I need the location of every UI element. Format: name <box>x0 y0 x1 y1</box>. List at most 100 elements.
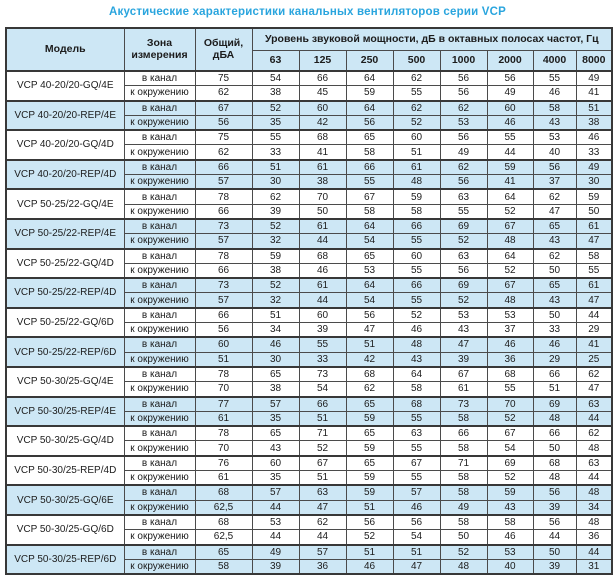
table-row-in-duct: VCP 50-25/22-REP/6D в канал 60 46 55 51 48 47 46… <box>5 336 613 368</box>
total-dba-cell: 75 <box>194 70 253 87</box>
band-cell: 56 <box>439 70 488 87</box>
band-cell: 30 <box>251 174 300 190</box>
band-cell: 38 <box>251 262 300 279</box>
band-cell: 53 <box>439 306 488 324</box>
band-cell: 42 <box>345 351 394 368</box>
band-cell: 61 <box>392 158 441 176</box>
total-dba-cell: 56 <box>194 322 253 338</box>
column-header-zone: Зона измерения <box>123 27 196 72</box>
band-cell: 69 <box>439 277 488 294</box>
band-cell: 40 <box>486 558 534 575</box>
band-cell: 46 <box>532 85 577 102</box>
zone-cell: в канал <box>123 336 196 353</box>
table-row-in-duct: VCP 50-25/22-REP/4D в канал 73 52 61 64 66 69 67… <box>5 277 613 309</box>
band-cell: 34 <box>575 499 613 516</box>
band-cell: 29 <box>532 351 577 368</box>
zone-cell: в канал <box>123 543 196 560</box>
band-cell: 43 <box>251 440 300 457</box>
total-dba-cell: 62 <box>194 144 253 161</box>
band-cell: 56 <box>345 513 394 531</box>
band-cell: 63 <box>298 484 347 501</box>
band-cell: 58 <box>439 470 488 486</box>
band-cell: 70 <box>486 395 534 412</box>
zone-cell: в канал <box>123 217 196 235</box>
band-cell: 56 <box>439 129 488 146</box>
band-cell: 62 <box>532 188 577 205</box>
band-cell: 47 <box>575 292 613 309</box>
table-row-in-duct: VCP 40-20/20-REP/4D в канал 66 51 61 66 61 62 59… <box>5 158 613 190</box>
band-cell: 60 <box>392 247 441 264</box>
band-cell: 44 <box>298 233 347 250</box>
band-cell: 53 <box>439 114 488 131</box>
table-row-to-surroundings: к окружению 57 32 44 54 55 52 48 43 47 <box>6 233 613 250</box>
band-cell: 50 <box>532 440 577 457</box>
band-cell: 61 <box>575 277 613 294</box>
band-cell: 39 <box>532 558 577 575</box>
band-cell: 67 <box>486 277 534 294</box>
table-header: Модель Зона измерения Общий, дБА Уровень… <box>5 27 613 72</box>
band-cell: 46 <box>392 322 441 338</box>
table-body: VCP 40-20/20-GQ/4E в канал 75 54 66 64 62 56 56 5… <box>5 70 613 575</box>
band-cell: 40 <box>532 144 577 161</box>
band-cell: 62 <box>575 425 613 442</box>
band-cell: 65 <box>345 395 394 412</box>
band-cell: 66 <box>392 277 441 294</box>
total-dba-cell: 57 <box>194 233 253 250</box>
table-row-in-duct: VCP 50-30/25-REP/4E в канал 77 57 66 65 68 73 70… <box>5 395 613 427</box>
total-dba-cell: 57 <box>194 174 253 190</box>
zone-cell: к окружению <box>123 144 196 161</box>
column-header-250hz: 250 <box>345 50 394 72</box>
band-cell: 66 <box>298 395 347 412</box>
band-cell: 56 <box>532 513 577 531</box>
total-dba-cell: 67 <box>194 99 253 116</box>
band-cell: 55 <box>575 262 613 279</box>
band-cell: 58 <box>439 440 488 457</box>
table-row-in-duct: VCP 50-30/25-REP/6D в канал 65 49 57 51 51 52 53… <box>5 543 613 575</box>
zone-cell: в канал <box>123 99 196 116</box>
column-header-500hz: 500 <box>392 50 441 72</box>
band-cell: 55 <box>392 262 441 279</box>
band-cell: 73 <box>439 395 488 412</box>
band-cell: 53 <box>532 129 577 146</box>
band-cell: 56 <box>392 513 441 531</box>
model-cell: VCP 50-25/22-GQ/6D <box>5 306 125 338</box>
band-cell: 60 <box>298 306 347 324</box>
band-cell: 52 <box>486 203 534 220</box>
band-cell: 44 <box>298 292 347 309</box>
band-cell: 55 <box>345 174 394 190</box>
acoustic-characteristics-table: Модель Зона измерения Общий, дБА Уровень… <box>5 27 614 575</box>
band-cell: 64 <box>345 70 394 87</box>
band-cell: 58 <box>345 203 394 220</box>
band-cell: 48 <box>575 513 613 531</box>
zone-cell: к окружению <box>123 203 196 220</box>
band-cell: 33 <box>575 144 613 161</box>
zone-cell: в канал <box>123 454 196 472</box>
model-cell: VCP 50-25/22-GQ/4E <box>5 188 125 220</box>
band-cell: 51 <box>392 144 441 161</box>
band-cell: 55 <box>486 129 534 146</box>
band-cell: 47 <box>345 322 394 338</box>
total-dba-cell: 75 <box>194 129 253 146</box>
total-dba-cell: 68 <box>194 484 253 501</box>
band-cell: 35 <box>251 410 300 427</box>
model-cell: VCP 40-20/20-GQ/4E <box>5 70 125 102</box>
band-cell: 55 <box>392 292 441 309</box>
band-cell: 55 <box>532 70 577 87</box>
band-cell: 56 <box>439 174 488 190</box>
band-cell: 35 <box>251 470 300 486</box>
band-cell: 62 <box>251 188 300 205</box>
table-row-to-surroundings: к окружению 57 30 38 55 48 56 41 37 30 <box>6 174 613 190</box>
band-cell: 38 <box>298 174 347 190</box>
band-cell: 54 <box>345 233 394 250</box>
band-cell: 51 <box>298 410 347 427</box>
band-cell: 29 <box>575 322 613 338</box>
band-cell: 47 <box>575 233 613 250</box>
band-cell: 43 <box>532 114 577 131</box>
band-cell: 59 <box>486 158 534 176</box>
band-cell: 30 <box>575 174 613 190</box>
band-cell: 58 <box>345 144 394 161</box>
band-cell: 55 <box>392 440 441 457</box>
band-cell: 46 <box>486 114 534 131</box>
band-cell: 68 <box>486 365 534 383</box>
zone-cell: в канал <box>123 513 196 531</box>
